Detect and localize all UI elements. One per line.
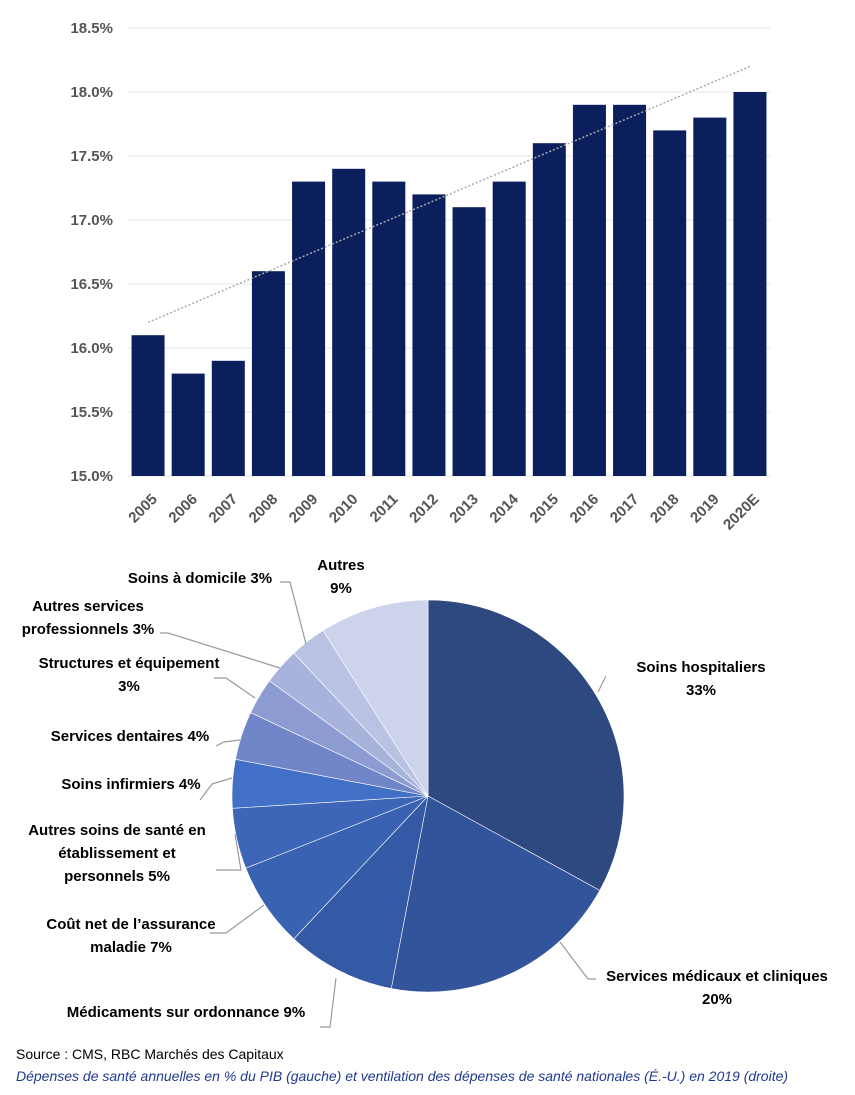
x-tick-label: 2019	[687, 491, 723, 527]
x-tick-label: 2012	[406, 491, 442, 527]
pie-label-line: Coût net de l’assurance	[46, 916, 215, 933]
pie-label-line: 33%	[686, 682, 716, 699]
pie-label-line: Soins hospitaliers	[636, 659, 765, 676]
pie-label: Coût net de l’assurance maladie 7%	[46, 916, 215, 956]
bar	[332, 168, 366, 477]
bar	[532, 143, 566, 476]
pie-label: Services médicaux et cliniques 20%	[606, 968, 828, 1008]
leader-line	[214, 677, 256, 699]
y-tick-label: 18.0%	[70, 84, 113, 101]
pie-label: Autres soins de santé en établissement et…	[28, 822, 206, 885]
bar	[452, 207, 486, 476]
bar	[251, 271, 285, 476]
y-tick-label: 15.5%	[70, 404, 113, 421]
x-tick-label: 2013	[446, 491, 482, 527]
bar	[492, 181, 526, 476]
leader-line	[216, 833, 242, 871]
bar	[572, 104, 606, 477]
pie-label-line: Structures et équipement	[39, 655, 220, 672]
y-tick-label: 16.5%	[70, 276, 113, 293]
leader-line	[280, 581, 307, 645]
leader-line	[215, 739, 241, 747]
leader-line	[210, 904, 265, 934]
pie-label-line: 3%	[118, 678, 140, 695]
x-tick-label: 2010	[326, 491, 362, 527]
pie-label: Soins infirmiers 4%	[61, 776, 200, 793]
x-tick-label: 2016	[567, 491, 603, 527]
pie-label-line: Autres soins de santé en	[28, 822, 206, 839]
pie-label-line: Médicaments sur ordonnance 9%	[67, 1004, 305, 1021]
leader-line	[597, 675, 607, 693]
pie-label-line: Autres services	[32, 598, 144, 615]
pie-label: Structures et équipement 3%	[39, 655, 220, 695]
pie-label: Soins hospitaliers 33%	[636, 659, 765, 699]
pie-slice	[293, 795, 429, 989]
bar-chart: 15.0% 15.5% 16.0% 16.5% 17.0% 17.5% 18.0% 18.5%…	[70, 20, 770, 533]
bar	[131, 335, 165, 476]
y-tick-label: 18.5%	[70, 20, 113, 37]
pie-slice	[322, 599, 429, 798]
bar	[693, 117, 727, 476]
pie-label-line: Soins infirmiers 4%	[61, 776, 200, 793]
x-tick-label: 2015	[527, 491, 563, 527]
pie-label: Autres 9%	[317, 557, 365, 597]
bar	[292, 181, 326, 476]
pie-slice	[390, 795, 601, 993]
leader-line	[199, 777, 233, 801]
pie-label-line: établissement et	[58, 845, 176, 862]
pie-slice	[427, 599, 625, 891]
pie-label: Médicaments sur ordonnance 9%	[67, 1004, 305, 1021]
pie-label-line: Autres	[317, 557, 365, 574]
x-tick-label: 2018	[647, 491, 683, 527]
bar	[613, 104, 647, 477]
bar	[171, 373, 205, 476]
pie-label-line: Services dentaires 4%	[51, 728, 209, 745]
pie-label: Autres services professionnels 3%	[22, 598, 155, 638]
pie-label-line: Soins à domicile 3%	[128, 570, 272, 587]
pie-label-line: professionnels 3%	[22, 621, 155, 638]
y-tick-label: 15.0%	[70, 468, 113, 485]
pie-label-line: Services médicaux et cliniques	[606, 968, 828, 985]
x-tick-label: 2007	[206, 491, 242, 527]
pie-label-line: personnels 5%	[64, 868, 170, 885]
bar	[653, 130, 687, 476]
bar	[211, 360, 245, 476]
x-tick-label: 2008	[246, 491, 282, 527]
figure-caption: Dépenses de santé annuelles en % du PIB …	[16, 1068, 789, 1084]
leader-line	[559, 941, 596, 980]
pie-chart: Soins hospitaliers 33% Services médicaux e…	[22, 557, 828, 1028]
x-tick-label: 2014	[486, 490, 522, 526]
bar	[372, 181, 406, 476]
y-tick-label: 17.5%	[70, 148, 113, 165]
x-tick-label: 2005	[125, 491, 161, 527]
pie-label-line: maladie 7%	[90, 939, 172, 956]
trendline	[147, 65, 751, 324]
bar	[733, 92, 767, 476]
pie-label-line: 9%	[330, 580, 352, 597]
source-note: Source : CMS, RBC Marchés des Capitaux	[16, 1046, 284, 1062]
leader-line	[160, 632, 281, 669]
pie-label: Soins à domicile 3%	[128, 570, 272, 587]
x-tick-label: 2006	[165, 491, 201, 527]
pie-label: Services dentaires 4%	[51, 728, 209, 745]
x-tick-label: 2009	[286, 491, 322, 527]
x-tick-label: 2011	[367, 491, 402, 526]
leader-line	[320, 977, 337, 1028]
y-tick-label: 16.0%	[70, 340, 113, 357]
y-tick-label: 17.0%	[70, 212, 113, 229]
x-tick-label: 2017	[607, 491, 643, 527]
bar	[412, 194, 446, 476]
pie-label-line: 20%	[702, 991, 732, 1008]
x-tick-label: 2020E	[720, 491, 763, 534]
